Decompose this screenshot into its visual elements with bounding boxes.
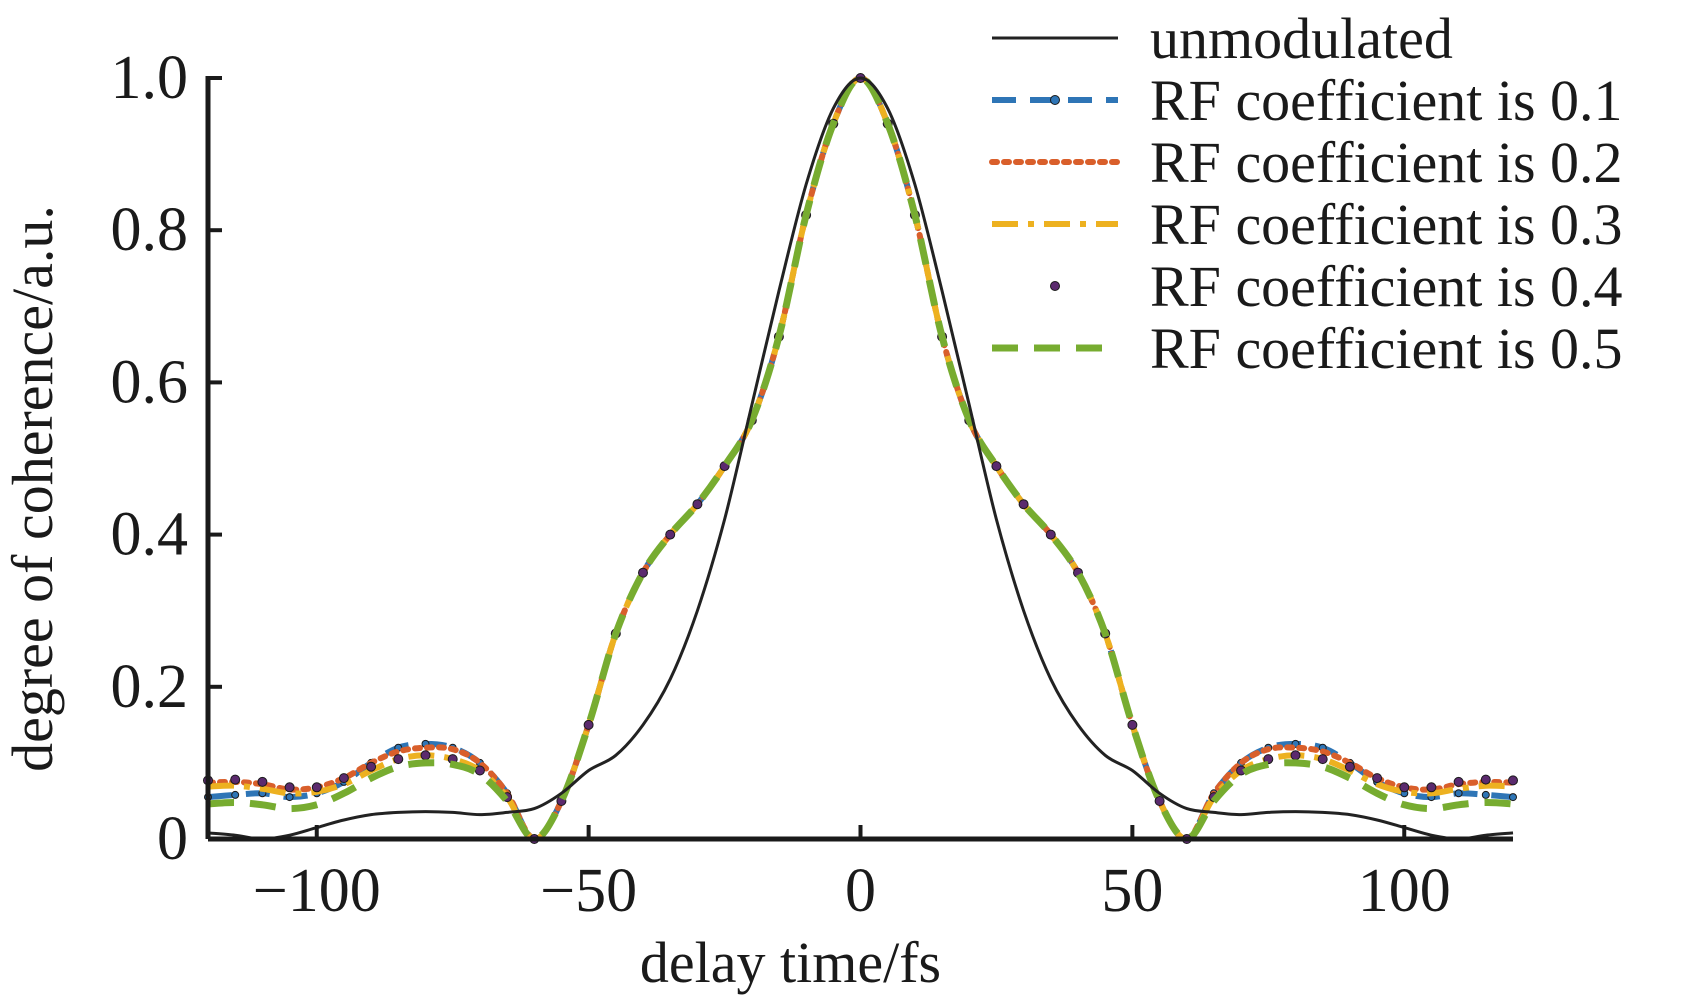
series-rf-coefficient-is-0-4-point-3 (284, 782, 295, 793)
series-rf-coefficient-is-0-4-point-4 (311, 782, 322, 793)
series-rf-coefficient-is-0-1-point-3 (285, 793, 294, 802)
series-rf-coefficient-is-0-4-point-46 (1453, 776, 1464, 787)
series-rf-coefficient-is-0-4-point-34 (1127, 719, 1138, 730)
series-rf-coefficient-is-0-4-point-8 (420, 750, 431, 761)
series-rf-coefficient-is-0-1-point-46 (1454, 789, 1463, 798)
x-axis-label: delay time/fs (640, 930, 941, 995)
series-rf-coefficient-is-0-4-point-48 (1508, 775, 1518, 786)
series-rf-coefficient-is-0-4-point-35 (1154, 796, 1165, 806)
legend-rf-coefficient-is-0-4-marker (1050, 281, 1060, 291)
legend-rf-coefficient-is-0-3-label: RF coefficient is 0.3 (1150, 192, 1623, 257)
series-rf-coefficient-is-0-4-point-42 (1344, 761, 1355, 772)
series-rf-coefficient-is-0-4-point-41 (1317, 754, 1328, 765)
y-tick-label: 0.4 (111, 501, 189, 569)
series-rf-coefficient-is-0-4-point-18 (692, 499, 703, 510)
y-tick-label: 0 (157, 805, 188, 873)
x-tick-label: −100 (253, 857, 381, 925)
series-rf-coefficient-is-0-4-point-31 (1045, 529, 1056, 540)
series-rf-coefficient-is-0-1-point-47 (1481, 790, 1490, 799)
series-rf-coefficient-is-0-4-point-2 (257, 776, 268, 787)
series-rf-coefficient-is-0-4-point-17 (665, 529, 676, 540)
axes: −100 −50 0 50 100 0 0.2 0.4 0.6 0.8 1.0 (111, 44, 1513, 925)
series-rf-coefficient-is-0-4-point-1 (230, 774, 241, 785)
series-rf-coefficient-is-0-4-point-40 (1290, 750, 1301, 761)
series-rf-coefficient-is-0-5-line (207, 74, 1514, 843)
legend-rf-coefficient-is-0-1-label: RF coefficient is 0.1 (1150, 68, 1623, 133)
legend-rf-coefficient-is-0-5-label: RF coefficient is 0.5 (1150, 316, 1623, 381)
y-tick-label: 0.8 (111, 196, 189, 264)
series-rf-coefficient-is-0-4-point-16 (638, 567, 648, 578)
x-tick-label: 0 (845, 857, 876, 925)
series-rf-coefficient-is-0-4-point-43 (1372, 773, 1383, 784)
legend-unmodulated-label: unmodulated (1150, 6, 1453, 71)
series-rf-coefficient-is-0-4-point-30 (1018, 499, 1029, 510)
y-axis-label: degree of coherence/a.u. (0, 205, 65, 772)
legend-rf-coefficient-is-0-4-label: RF coefficient is 0.4 (1150, 254, 1623, 319)
series-rf-coefficient-is-0-4-point-7 (393, 754, 404, 765)
x-tick-label: 100 (1358, 857, 1451, 925)
series-rf-coefficient-is-0-4-point-6 (366, 761, 377, 772)
series-rf-coefficient-is-0-4-point-47 (1480, 774, 1491, 785)
y-tick-label: 0.2 (111, 653, 189, 721)
series-rf-coefficient-is-0-4-point-44 (1399, 782, 1410, 793)
series-rf-coefficient-is-0-4-point-29 (991, 461, 1002, 472)
series-rf-coefficient-is-0-4-point-10 (474, 765, 485, 776)
legend-rf-coefficient-is-0-2-label: RF coefficient is 0.2 (1150, 130, 1623, 195)
series-unmodulated-line (207, 76, 1514, 841)
series-rf-coefficient-is-0-4-point-5 (338, 773, 349, 784)
y-tick-label: 1.0 (111, 44, 189, 112)
x-tick-label: −50 (540, 857, 637, 925)
series-rf-coefficient-is-0-4-point-45 (1426, 782, 1437, 793)
legend-rf-coefficient-is-0-1-marker (1050, 95, 1060, 105)
series-rf-coefficient-is-0-1-point-48 (1509, 793, 1517, 802)
series-rf-coefficient-is-0-1-point-1 (231, 790, 240, 799)
y-tick-label: 0.6 (111, 348, 189, 416)
plot-area (203, 73, 1518, 844)
x-tick-label: 50 (1101, 857, 1163, 925)
series-rf-coefficient-is-0-4-point-14 (583, 719, 594, 730)
